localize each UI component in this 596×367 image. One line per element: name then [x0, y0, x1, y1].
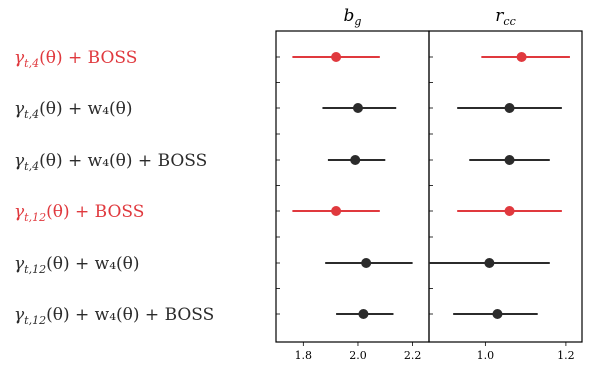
x-tick-label: 1.2: [557, 349, 575, 362]
point-marker: [492, 309, 503, 319]
x-tick-label: 1.8: [295, 349, 313, 362]
point-marker: [516, 52, 527, 62]
panel-1: bg 1.8 2.0 2.2: [275, 6, 430, 362]
point-marker: [484, 258, 495, 268]
row-label-5: γt,12(θ) + w₄(θ): [14, 254, 140, 276]
row-label-4: γt,12(θ) + BOSS: [14, 202, 144, 224]
panel-frame: [428, 30, 583, 343]
x-tick-label: 2.0: [349, 349, 367, 362]
point-marker: [361, 258, 372, 268]
point-marker: [504, 103, 515, 113]
row-label-1: γt,4(θ) + BOSS: [14, 48, 137, 70]
point-marker: [504, 155, 515, 165]
point-marker: [504, 206, 515, 216]
row-label-3: γt,4(θ) + w₄(θ) + BOSS: [14, 151, 207, 173]
point-marker: [350, 155, 361, 165]
x-tick-label: 2.2: [404, 349, 422, 362]
point-marker: [331, 206, 342, 216]
row-labels: γt,4(θ) + BOSS γt,4(θ) + w₄(θ) γt,4(θ) + w…: [14, 48, 214, 327]
panel-title: rcc: [495, 6, 515, 28]
panel-title: bg: [344, 6, 362, 28]
x-tick-label: 1.0: [477, 349, 495, 362]
point-marker: [331, 52, 342, 62]
point-marker: [352, 103, 363, 113]
row-label-6: γt,12(θ) + w₄(θ) + BOSS: [14, 305, 214, 327]
panel-2: rcc 1.0 1.2: [428, 6, 583, 362]
point-marker: [358, 309, 369, 319]
panel-frame: [275, 30, 430, 343]
plot-panels: bg 1.8 2.0 2.2 rcc 1.0 1.2: [275, 6, 583, 362]
row-label-2: γt,4(θ) + w₄(θ): [14, 99, 133, 121]
